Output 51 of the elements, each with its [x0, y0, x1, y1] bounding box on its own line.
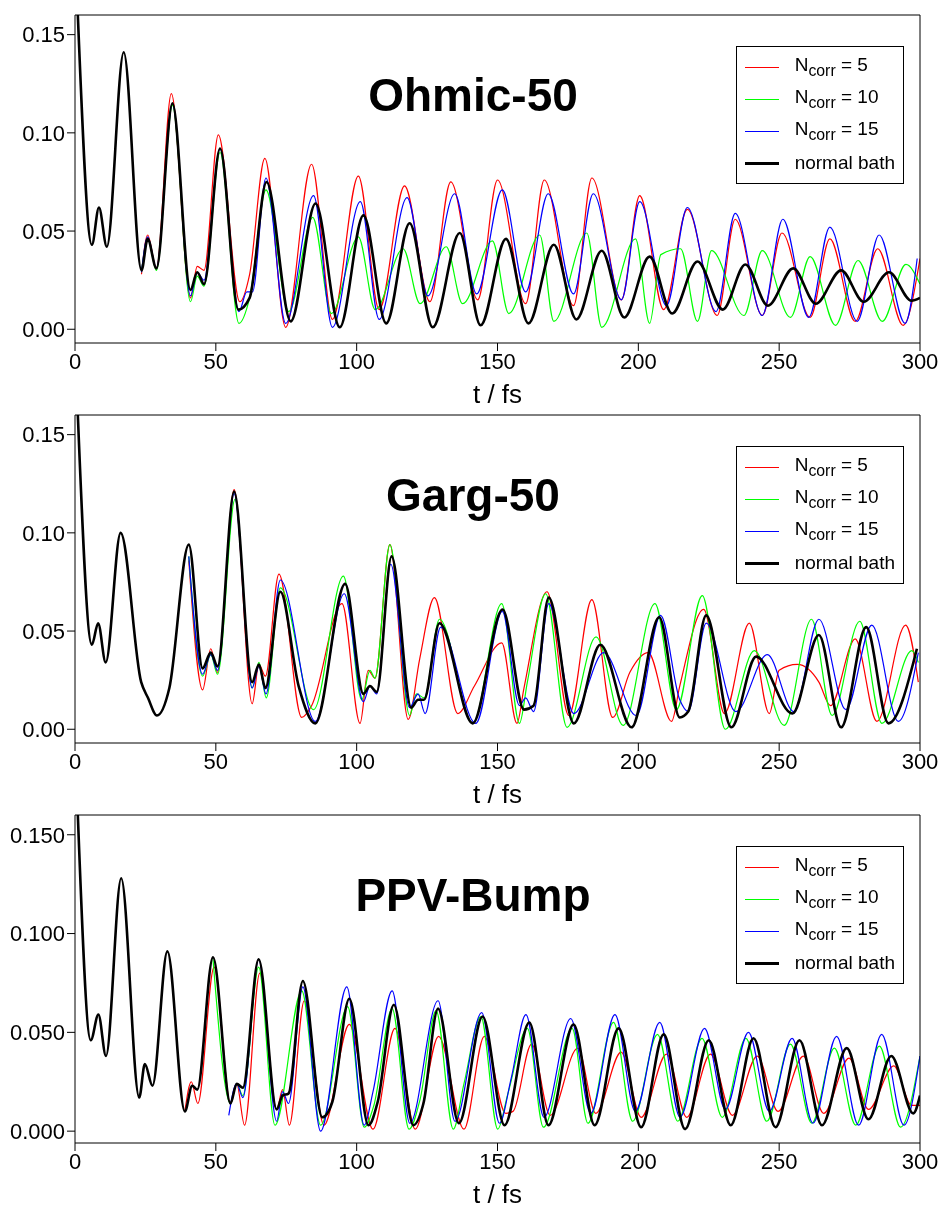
text: PPV-Bump: [354, 868, 592, 922]
legend-label: N$_{corr}$ = 15: [794, 918, 879, 944]
y-tick-label: 0.10: [22, 120, 65, 146]
x-tick-label: 150: [479, 748, 516, 774]
text: Garg-50: [385, 468, 561, 522]
legend-label: N$_{corr}$ = 15: [794, 518, 879, 544]
legend-label: N$_{corr}$ = 10: [794, 886, 879, 912]
x-tick-label: 0: [68, 748, 82, 774]
x-tick-label: 300: [901, 348, 939, 374]
legend-label: N$_{corr}$ = 5: [794, 854, 868, 880]
y-tick-label: 0.15: [22, 22, 65, 48]
x-tick-label: 150: [479, 348, 516, 374]
text: Ohmic-50: [367, 68, 579, 122]
x-tick-label: 50: [203, 1148, 229, 1174]
x-tick-label: 250: [760, 1148, 798, 1174]
x-tick-label: 300: [901, 748, 939, 774]
x-tick-label: 150: [479, 1148, 516, 1174]
x-tick-label: 0: [68, 1148, 82, 1174]
x-tick-label: 200: [619, 348, 657, 374]
legend-label: N$_{corr}$ = 10: [794, 486, 879, 512]
y-tick-label: 0.05: [22, 218, 65, 244]
x-tick-label: 50: [203, 748, 229, 774]
legend-label: N$_{corr}$ = 10: [794, 86, 879, 112]
legend-label: normal bath: [794, 552, 895, 574]
y-tick-label: 0.00: [22, 717, 65, 743]
y-tick-label: 0.000: [9, 1118, 65, 1144]
legend-label: N$_{corr}$ = 15: [794, 118, 879, 144]
x-axis-title: t / fs: [472, 779, 523, 809]
y-tick-label: 0.00: [22, 317, 65, 343]
x-tick-label: 100: [338, 348, 376, 374]
y-tick-label: 0.150: [9, 822, 65, 848]
y-tick-label: 0.10: [22, 520, 65, 546]
x-tick-label: 250: [760, 748, 798, 774]
x-tick-label: 0: [68, 348, 82, 374]
x-axis-title: t / fs: [472, 379, 523, 409]
x-axis-title: t / fs: [472, 1179, 523, 1209]
legend-label: N$_{corr}$ = 5: [794, 454, 868, 480]
x-tick-label: 200: [619, 748, 657, 774]
x-tick-label: 50: [203, 348, 229, 374]
y-tick-label: 0.100: [9, 921, 65, 947]
legend-label: normal bath: [794, 952, 895, 974]
x-tick-label: 100: [338, 748, 376, 774]
y-tick-label: 0.15: [22, 422, 65, 448]
legend-label: normal bath: [794, 152, 895, 174]
x-tick-label: 250: [760, 348, 798, 374]
legend-label: N$_{corr}$ = 5: [794, 54, 868, 80]
x-tick-label: 100: [338, 1148, 376, 1174]
x-tick-label: 200: [619, 1148, 657, 1174]
y-tick-label: 0.050: [9, 1020, 65, 1046]
x-tick-label: 300: [901, 1148, 939, 1174]
y-tick-label: 0.05: [22, 618, 65, 644]
